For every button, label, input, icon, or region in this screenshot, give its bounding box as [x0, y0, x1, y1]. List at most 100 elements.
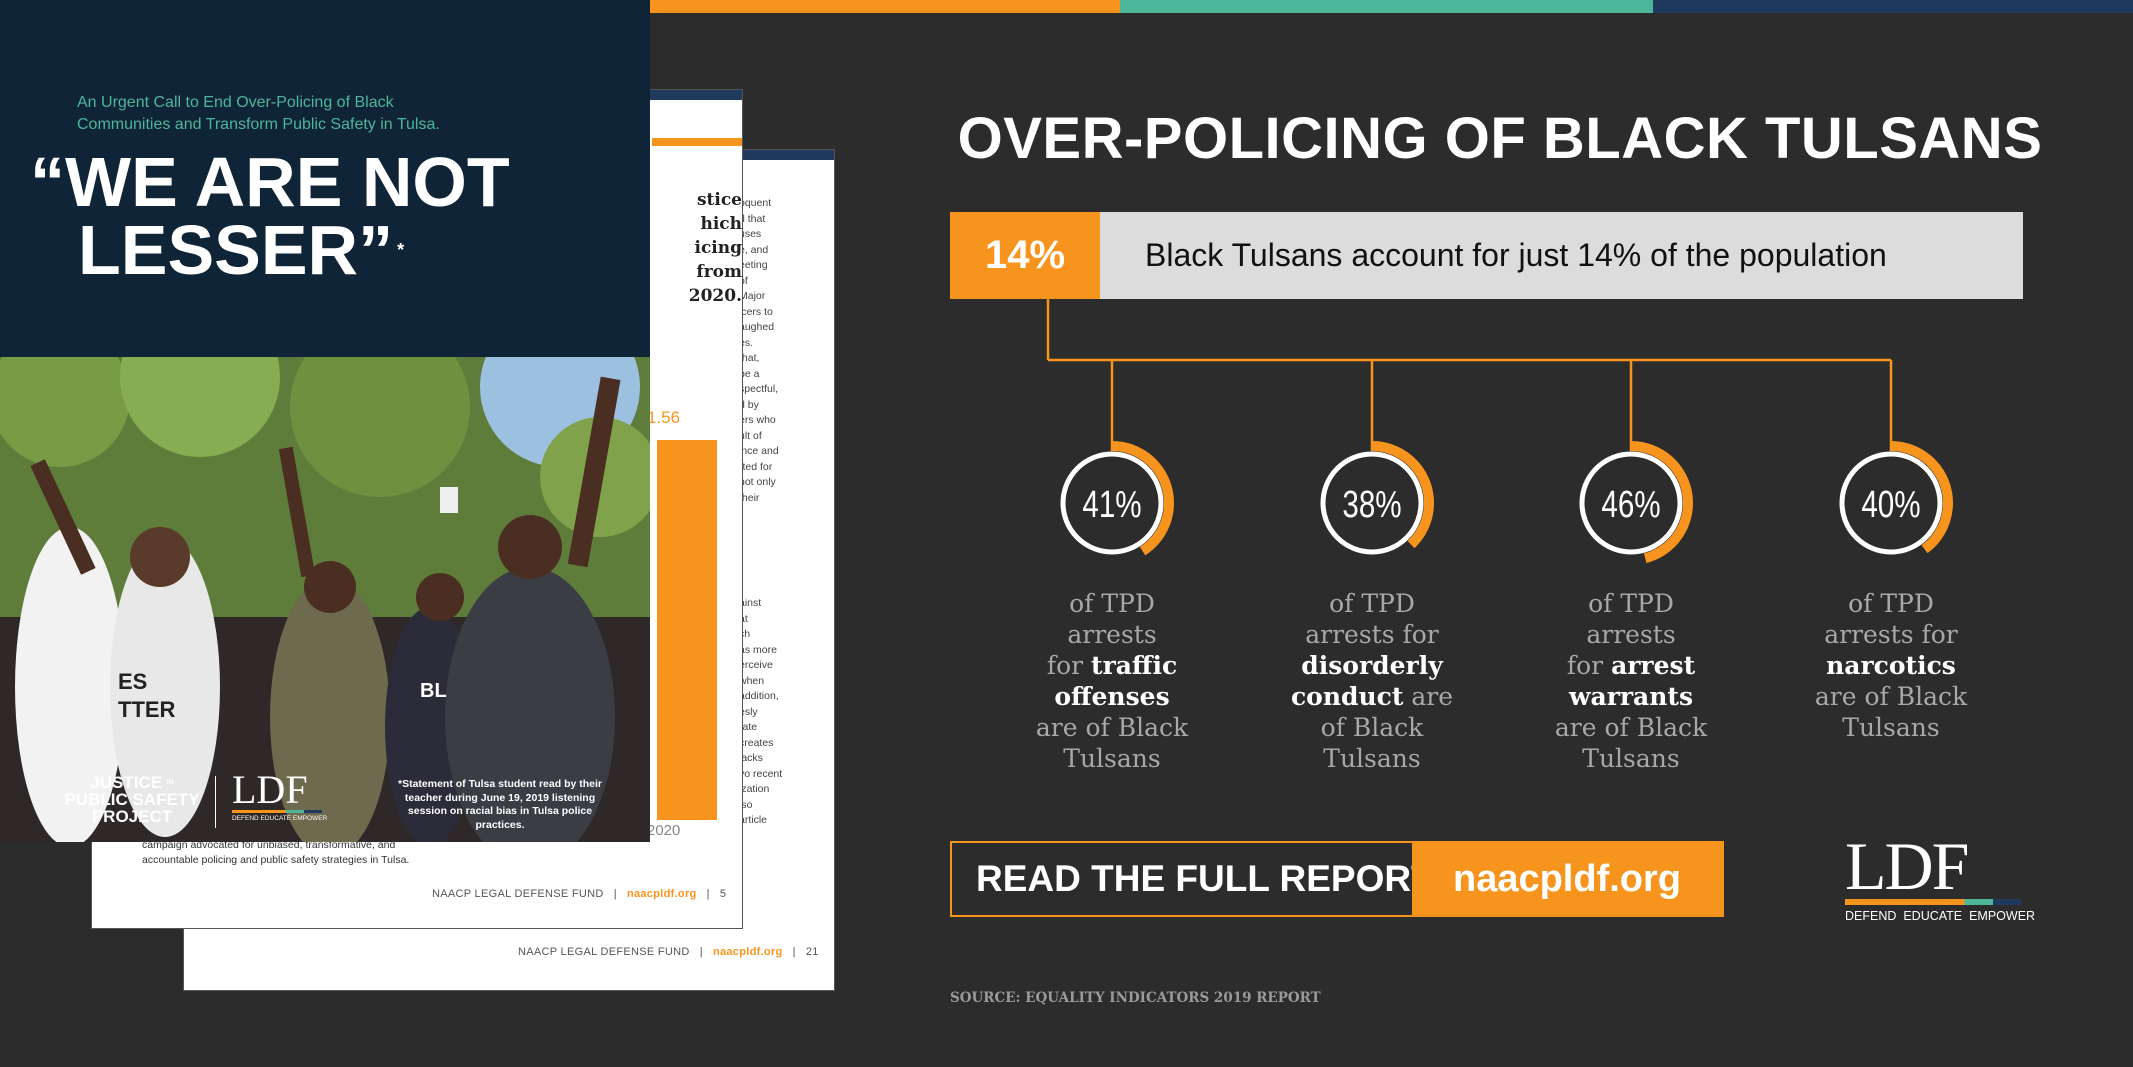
heading-fragment: 2020. — [688, 286, 742, 306]
heading-fragment: icing — [694, 238, 742, 258]
text-fragment: rate — [739, 721, 758, 733]
text-fragment: esly — [739, 705, 758, 718]
report-cover: An Urgent Call to End Over-Policing of B… — [0, 0, 650, 842]
stat-text-part: Tulsans — [1063, 744, 1161, 773]
stat-text-part: arrests for — [1824, 620, 1958, 649]
stat-text-part: of TPD — [1848, 589, 1934, 618]
donut-arc — [1112, 441, 1175, 556]
text-fragment: lacks — [739, 752, 763, 764]
text-fragment: creates — [739, 736, 774, 749]
donut-arc — [1372, 441, 1434, 549]
stat-text-part: of TPD — [1329, 589, 1415, 618]
page-footer: NAACP LEGAL DEFENSE FUND | naacpldf.org … — [518, 946, 819, 958]
stat-text-part: arrests — [1586, 620, 1676, 649]
footer-page-number: 21 — [805, 946, 819, 958]
text-fragment: d by — [739, 398, 759, 411]
text-fragment: icers to — [739, 305, 773, 318]
donut-percentage: 41% — [1082, 484, 1141, 526]
ldf-rule — [1845, 899, 2021, 905]
page-body-text: campaign advocated for unbiased, transfo… — [142, 838, 562, 868]
donut-stat-2: 38% — [1320, 441, 1434, 555]
page-text-column: oquent d that uses e, and eeting of Major icers… — [739, 196, 834, 829]
cover-photo: ES TTER BL — [0, 357, 650, 842]
text-fragment: rted for — [739, 460, 773, 473]
donut-percentage: 38% — [1342, 484, 1401, 526]
stat-text-part: Tulsans — [1842, 713, 1940, 742]
source-note: SOURCE: EQUALITY INDICATORS 2019 REPORT — [950, 990, 1321, 1006]
donut-ring — [1060, 451, 1164, 555]
shirt-text-1: ES — [118, 669, 147, 694]
footer-url[interactable]: naacpldf.org — [626, 888, 697, 900]
ldf-tagline: DEFEND EDUCATE EMPOWER — [1845, 909, 2036, 923]
text-fragment: be a — [739, 367, 760, 380]
cover-ldf-tagline: DEFEND EDUCATE EMPOWER — [232, 815, 328, 822]
donut-stat-1: 41% — [1060, 441, 1175, 556]
stat-description-3: of TPD arrests for arrest warrants are of Bl… — [1516, 588, 1746, 774]
text-fragment: oquent — [739, 197, 772, 209]
text-fragment: as more — [739, 643, 777, 656]
stat-text-part: arrests for — [1305, 620, 1439, 649]
protest-photo-illustration: ES TTER BL — [0, 357, 650, 842]
text-fragment: es. — [739, 336, 754, 349]
justice-logo: JUSTICE IN PUBLIC SAFETY PROJECT — [62, 774, 202, 825]
donut-arc — [1891, 441, 1953, 554]
cover-title-line-2: LESSER” * — [30, 215, 510, 285]
page-footer: NAACP LEGAL DEFENSE FUND | naacpldf.org … — [432, 888, 727, 900]
cover-title-line-2-text: LESSER” — [78, 211, 394, 289]
cover-subtitle: An Urgent Call to End Over-Policing of B… — [77, 94, 440, 133]
infographic-title: OVER-POLICING OF BLACK TULSANS — [957, 106, 2043, 171]
footer-url[interactable]: naacpldf.org — [712, 946, 783, 958]
stat-text-part: arrests — [1067, 620, 1157, 649]
population-percentage: 14% — [950, 212, 1100, 299]
donut-charts: 41% 38% 46% 40% — [1060, 441, 1953, 564]
text-fragment: spectful, — [739, 383, 779, 395]
text-fragment: not only — [739, 476, 776, 488]
chart-value-fragment: 1.56 — [647, 408, 681, 427]
text-fragment: eeting — [739, 259, 768, 271]
connector-lines — [1046, 299, 1893, 451]
body-line-1: campaign advocated for unbiased, transfo… — [142, 839, 396, 851]
top-stripe-navy-2 — [1653, 0, 2133, 13]
text-fragment: of — [739, 274, 748, 287]
read-report-banner[interactable]: READ THE FULL REPORT naacpldf.org — [950, 841, 1724, 917]
donut-stat-4: 40% — [1839, 441, 1953, 555]
text-fragment: ch — [739, 628, 751, 640]
text-fragment: d that — [739, 212, 766, 225]
stat-text-part: Tulsans — [1582, 744, 1680, 773]
stat-text-part: traffic — [1091, 651, 1178, 680]
report-url[interactable]: naacpldf.org — [1412, 843, 1722, 915]
text-fragment: ers who — [739, 414, 776, 426]
justice-logo-line-3: PROJECT — [91, 807, 173, 826]
text-fragment: aughed — [739, 321, 775, 333]
stat-text-part: arrest — [1611, 651, 1696, 680]
body-line-2: accountable policing and public safety s… — [142, 854, 410, 866]
cover-title-asterisk: * — [397, 240, 405, 260]
footer-org: NAACP LEGAL DEFENSE FUND — [518, 946, 690, 958]
stat-text-part: are — [1403, 682, 1454, 711]
cover-ldf-wordmark: LDF — [232, 767, 308, 812]
stat-text-part: of TPD — [1069, 589, 1155, 618]
page-heading-fragment: stice hich icing from 2020. — [662, 188, 742, 308]
footer-page-number: 5 — [719, 888, 727, 900]
justice-logo-line-2: PUBLIC SAFETY — [64, 790, 200, 809]
read-report-label[interactable]: READ THE FULL REPORT — [976, 858, 1434, 899]
text-fragment: lso — [739, 798, 753, 811]
footer-org: NAACP LEGAL DEFENSE FUND — [432, 888, 604, 900]
chart-year-fragment: 2020 — [647, 822, 681, 839]
stat-text-part: of TPD — [1588, 589, 1674, 618]
stat-text-part: for — [1566, 651, 1612, 680]
text-fragment: their — [739, 491, 760, 504]
top-stripe-teal-2 — [1120, 0, 1653, 13]
text-fragment: ization — [739, 783, 770, 795]
ldf-wordmark: LDF — [1845, 828, 1969, 904]
population-statement-text: Black Tulsans account for just 14% of th… — [1145, 237, 1887, 273]
text-fragment: ince and — [739, 445, 779, 457]
stat-text-part: conduct — [1290, 682, 1404, 711]
top-stripe-orange-2 — [650, 0, 1120, 13]
heading-fragment: stice — [696, 190, 742, 210]
shirt-text-2: TTER — [118, 697, 176, 722]
stat-text-part: are of Black — [1035, 713, 1189, 742]
donut-ring — [1320, 451, 1424, 555]
cover-logo-divider — [215, 776, 216, 828]
stat-text-part: are of Black — [1814, 682, 1968, 711]
